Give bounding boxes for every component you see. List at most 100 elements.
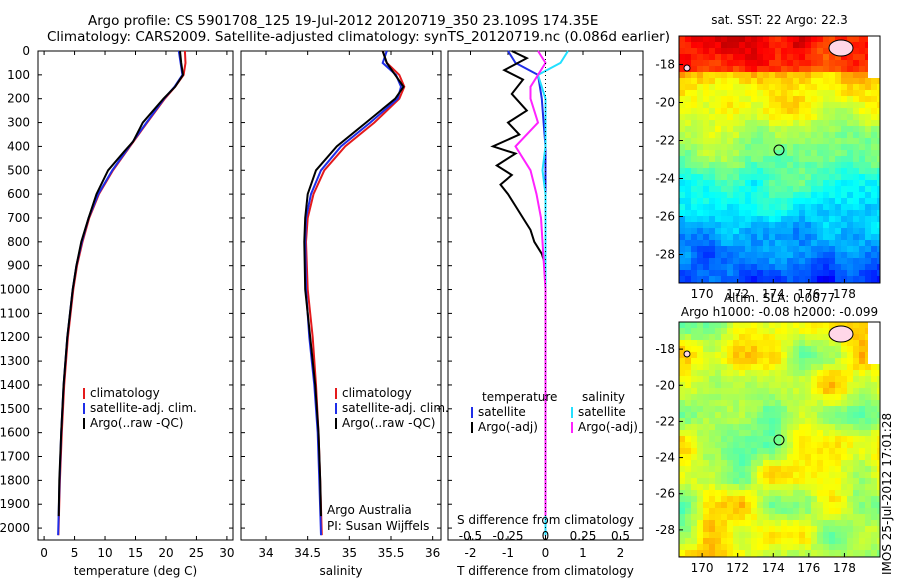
map-cell xyxy=(751,460,758,467)
map-cell xyxy=(763,210,770,217)
map-cell xyxy=(709,210,716,217)
map-cell xyxy=(865,466,872,473)
map-cell xyxy=(709,234,716,241)
map-cell xyxy=(697,108,704,115)
map-cell xyxy=(709,60,716,67)
map-cell xyxy=(847,454,854,461)
map-cell xyxy=(787,264,794,271)
map-cell xyxy=(763,120,770,127)
map-cell xyxy=(757,42,764,49)
map-cell xyxy=(685,412,692,419)
map-cell xyxy=(775,340,782,347)
map-cell xyxy=(865,108,872,115)
map-cell xyxy=(763,240,770,247)
map-cell xyxy=(811,406,818,413)
map-cell xyxy=(721,36,728,43)
map-cell xyxy=(757,162,764,169)
map-cell xyxy=(799,192,806,199)
map-cell xyxy=(727,364,734,371)
map-cell xyxy=(769,406,776,413)
map-cell xyxy=(847,394,854,401)
map-cell xyxy=(685,538,692,545)
x-tick-label: 35 xyxy=(342,546,357,560)
map-cell xyxy=(685,514,692,521)
map-cell xyxy=(763,54,770,61)
map-cell xyxy=(751,454,758,461)
legend-label: Argo(..raw -QC) xyxy=(342,416,435,430)
map-cell xyxy=(739,84,746,91)
map-cell xyxy=(751,550,758,557)
map-cell xyxy=(841,216,848,223)
legend-label: Argo(-adj) xyxy=(478,420,538,434)
map-cell xyxy=(799,150,806,157)
map-cell xyxy=(733,234,740,241)
map-cell xyxy=(871,126,878,133)
map-cell xyxy=(691,334,698,341)
map-cell xyxy=(709,156,716,163)
map-cell xyxy=(709,198,716,205)
map-cell xyxy=(715,358,722,365)
map-cell xyxy=(805,174,812,181)
map-cell xyxy=(775,108,782,115)
map-cell xyxy=(739,418,746,425)
map-cell xyxy=(721,264,728,271)
map-cell xyxy=(727,228,734,235)
map-cell xyxy=(775,144,782,151)
map-cell xyxy=(703,264,710,271)
map-cell xyxy=(787,180,794,187)
map-cell xyxy=(733,54,740,61)
map-cell xyxy=(703,460,710,467)
map-cell xyxy=(727,108,734,115)
map-cell xyxy=(853,120,860,127)
map-cell xyxy=(685,234,692,241)
y-tick-label: 800 xyxy=(7,235,30,249)
map-cell xyxy=(679,412,686,419)
map-cell xyxy=(739,156,746,163)
map-cell xyxy=(751,508,758,515)
map-cell xyxy=(739,502,746,509)
map-cell xyxy=(745,216,752,223)
map-cell xyxy=(787,412,794,419)
map-cell xyxy=(763,264,770,271)
map-cell xyxy=(859,222,866,229)
map-cell xyxy=(727,442,734,449)
map-cell xyxy=(853,376,860,383)
map-cell xyxy=(829,538,836,545)
map-cell xyxy=(793,370,800,377)
map-cell xyxy=(853,180,860,187)
map-cell xyxy=(679,72,686,79)
map-cell xyxy=(757,186,764,193)
map-cell xyxy=(679,370,686,377)
map-cell xyxy=(775,394,782,401)
map-cell xyxy=(859,340,866,347)
map-cell xyxy=(739,352,746,359)
map-cell xyxy=(835,198,842,205)
map-cell xyxy=(715,126,722,133)
map-cell xyxy=(703,466,710,473)
map-cell xyxy=(871,84,878,91)
map-cell xyxy=(697,90,704,97)
map-cell xyxy=(781,400,788,407)
map-cell xyxy=(685,532,692,539)
map-cell xyxy=(781,216,788,223)
map-cell xyxy=(685,394,692,401)
map-cell xyxy=(685,430,692,437)
map-cell xyxy=(829,322,836,329)
map-cell xyxy=(805,90,812,97)
map-cell xyxy=(769,430,776,437)
map-cell xyxy=(709,376,716,383)
map-cell xyxy=(727,520,734,527)
map-cell xyxy=(751,424,758,431)
map-cell xyxy=(685,102,692,109)
map-cell xyxy=(775,162,782,169)
map-cell xyxy=(751,96,758,103)
map-cell xyxy=(829,424,836,431)
map-cell xyxy=(745,478,752,485)
map-cell xyxy=(781,442,788,449)
map-cell xyxy=(697,78,704,85)
map-cell xyxy=(715,138,722,145)
map-cell xyxy=(703,364,710,371)
map-cell xyxy=(805,132,812,139)
map-cell xyxy=(733,174,740,181)
series-line-argo xyxy=(57,50,185,517)
